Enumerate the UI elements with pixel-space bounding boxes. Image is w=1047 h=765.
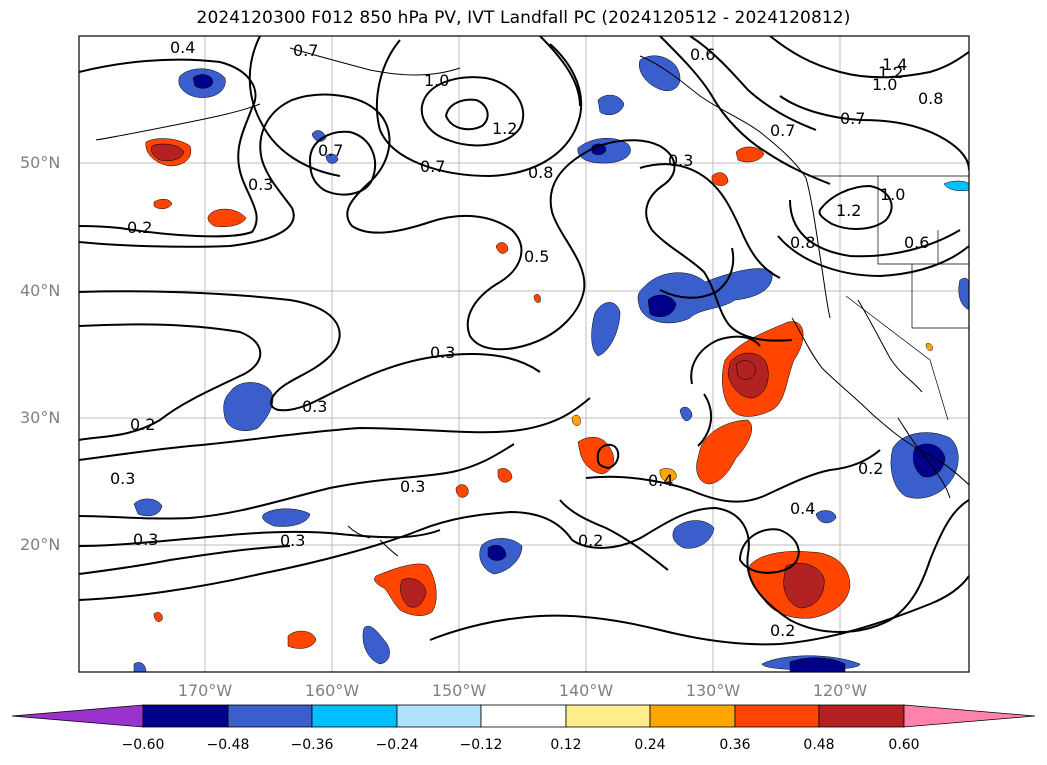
lon-label: 130°W [685, 681, 741, 700]
lat-label: 30°N [20, 408, 61, 427]
colorbar-tick-label: 0.60 [888, 737, 920, 753]
lon-label: 170°W [177, 681, 233, 700]
colorbar-bin [649, 704, 736, 728]
contour-label: 0.2 [127, 218, 152, 237]
colorbar-bin [311, 704, 398, 728]
contour-label: 0.8 [790, 233, 815, 252]
contour-label: 1.0 [872, 75, 897, 94]
contour-label: 0.2 [770, 621, 795, 640]
colorbar-extend-low [11, 704, 144, 728]
contour-label: 0.3 [133, 530, 158, 549]
contour-label: 0.6 [690, 45, 715, 64]
map-title: 2024120300 F012 850 hPa PV, IVT Landfall… [196, 8, 851, 28]
contour-label: 0.5 [524, 247, 549, 266]
lat-label: 50°N [20, 153, 61, 172]
contour-label: 0.4 [790, 499, 815, 518]
colorbar-tick-label: −0.60 [121, 737, 165, 753]
colorbar-tick-label: 0.12 [550, 737, 582, 753]
colorbar-extend-high [903, 704, 1036, 728]
contour-label: 0.4 [170, 38, 195, 57]
contour-label: 0.3 [280, 531, 305, 550]
contour-label: 0.3 [248, 175, 273, 194]
lon-label: 140°W [558, 681, 614, 700]
contour-label: 1.2 [878, 63, 903, 82]
lat-label: 40°N [20, 281, 61, 300]
contour-label: 0.8 [918, 89, 943, 108]
colorbar-bin [565, 704, 651, 728]
contour-label: 1.2 [492, 119, 517, 138]
contour-label: 0.7 [840, 109, 865, 128]
contour-label: 1.0 [424, 71, 449, 90]
contour-label: 1.2 [836, 201, 861, 220]
contour-label: 0.7 [420, 157, 445, 176]
colorbar-tick-label: 0.36 [719, 737, 751, 753]
lon-label: 150°W [431, 681, 487, 700]
pv-fill-positive [145, 138, 933, 649]
contour-label: 0.6 [904, 233, 929, 252]
contour-label: 0.2 [858, 459, 883, 478]
colorbar-bin [142, 704, 229, 728]
contour-label: 0.3 [400, 477, 425, 496]
contour-label: 0.3 [302, 397, 327, 416]
contour-label: 0.3 [668, 151, 693, 170]
colorbar-bin [227, 704, 313, 728]
contour-label: 1.4 [882, 55, 907, 74]
contour-label: 0.3 [430, 343, 455, 362]
contour-label: 0.8 [528, 163, 553, 182]
contour-label: 0.7 [318, 141, 343, 160]
contour-labels: 0.4 0.7 1.0 1.2 0.6 1.4 1.2 1.0 0.8 0.7 … [110, 38, 943, 640]
colorbar-tick-label: −0.12 [459, 737, 503, 753]
coastlines [95, 47, 969, 557]
lon-label: 160°W [304, 681, 360, 700]
lon-label: 120°W [812, 681, 868, 700]
colorbar-tick-label: 0.48 [803, 737, 835, 753]
colorbar-tick-label: −0.24 [375, 737, 419, 753]
contour-label: 0.7 [770, 121, 795, 140]
contour-label: 0.2 [578, 531, 603, 550]
contour-label: 1.0 [880, 185, 905, 204]
colorbar-tick-label: −0.48 [206, 737, 250, 753]
contour-label: 0.2 [130, 415, 155, 434]
pv-contours [79, 36, 969, 646]
colorbar-bin [818, 704, 905, 728]
colorbar [11, 704, 1036, 728]
colorbar-tick-label: 0.24 [634, 737, 666, 753]
lat-label: 20°N [20, 535, 61, 554]
map-frame [78, 35, 970, 673]
colorbar-bin [480, 704, 567, 728]
colorbar-bin [734, 704, 820, 728]
contour-label: 0.7 [293, 41, 318, 60]
contour-label: 0.4 [648, 471, 673, 490]
colorbar-tick-label: −0.36 [290, 737, 334, 753]
colorbar-bin [396, 704, 482, 728]
contour-label: 0.3 [110, 469, 135, 488]
